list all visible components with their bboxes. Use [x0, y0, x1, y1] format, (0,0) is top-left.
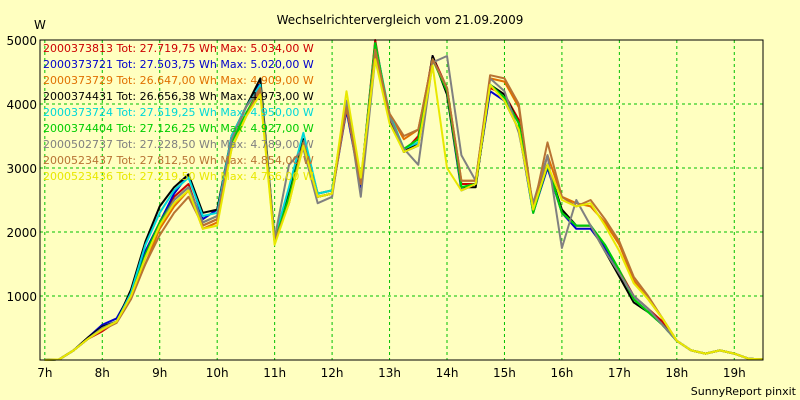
legend-entry-2000373724: 2000373724 Tot: 27.519,25 Wh Max: 4.950,… — [43, 106, 314, 119]
legend-entry-2000523436: 2000523436 Tot: 27.219,50 Wh Max: 4.756,… — [43, 170, 314, 183]
footer-credit: SunnyReport pinxit — [691, 385, 797, 398]
x-tick-label: 11h — [263, 366, 286, 380]
x-tick-label: 17h — [608, 366, 631, 380]
legend-entry-2000374431: 2000374431 Tot: 26.656,38 Wh Max: 4.973,… — [43, 90, 314, 103]
x-tick-label: 10h — [206, 366, 229, 380]
x-tick-label: 16h — [550, 366, 573, 380]
y-axis-label: W — [34, 18, 46, 32]
chart-title: Wechselrichtervergleich vom 21.09.2009 — [277, 13, 524, 27]
legend-entry-2000373721: 2000373721 Tot: 27.503,75 Wh Max: 5.020,… — [43, 58, 314, 71]
x-tick-label: 18h — [665, 366, 688, 380]
legend-entry-2000502737: 2000502737 Tot: 27.228,50 Wh Max: 4.789,… — [43, 138, 314, 151]
x-tick-label: 13h — [378, 366, 401, 380]
y-tick-label: 4000 — [6, 98, 37, 112]
legend-entry-2000374404: 2000374404 Tot: 27.126,25 Wh Max: 4.927,… — [43, 122, 314, 135]
x-axis-ticks: 7h 8h 9h 10h 11h 12h 13h 14h 15h 16h 17h 18h 19h — [37, 366, 746, 380]
y-axis-ticks: 1000 2000 3000 4000 5000 — [6, 34, 37, 304]
legend: 2000373813 Tot: 27.719,75 Wh Max: 5.034,… — [43, 42, 314, 183]
y-tick-label: 1000 — [6, 290, 37, 304]
plot-area — [40, 40, 763, 360]
series-line-2000523436 — [44, 58, 764, 361]
x-tick-label: 8h — [95, 366, 110, 380]
plot-frame — [39, 39, 764, 361]
x-tick-label: 19h — [723, 366, 746, 380]
legend-entry-2000373729: 2000373729 Tot: 26.647,00 Wh Max: 4.909,… — [43, 74, 314, 87]
legend-entry-2000373813: 2000373813 Tot: 27.719,75 Wh Max: 5.034,… — [43, 42, 314, 55]
legend-entry-2000523437: 2000523437 Tot: 27.812,50 Wh Max: 4.854,… — [43, 154, 314, 167]
series-line-2000523437 — [44, 48, 764, 361]
y-tick-label: 3000 — [6, 162, 37, 176]
series-lines — [44, 39, 764, 361]
y-tick-label: 5000 — [6, 34, 37, 48]
y-tick-label: 2000 — [6, 226, 37, 240]
x-tick-label: 15h — [493, 366, 516, 380]
x-tick-label: 14h — [436, 366, 459, 380]
x-tick-label: 9h — [152, 366, 167, 380]
x-tick-label: 7h — [37, 366, 52, 380]
x-tick-label: 12h — [321, 366, 344, 380]
